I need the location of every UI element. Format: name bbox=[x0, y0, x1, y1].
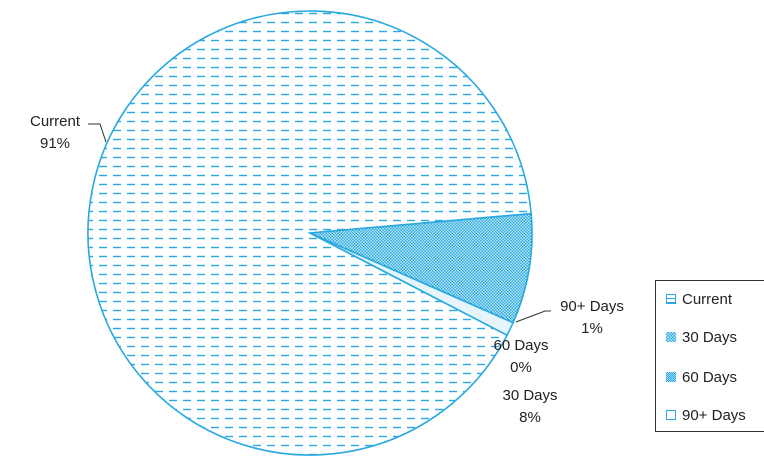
legend-swatch-90-days bbox=[666, 410, 676, 420]
legend-label: 60 Days bbox=[682, 368, 738, 386]
legend-swatch-current bbox=[666, 294, 676, 304]
data-label-30-days: 30 Days 8% bbox=[502, 387, 557, 426]
data-label-current: Current 91% bbox=[30, 113, 81, 152]
leader-line-current bbox=[88, 123, 107, 143]
pie-slice-current bbox=[87, 10, 533, 456]
legend-label: 90+ Days bbox=[682, 406, 746, 424]
legend-item-90-days: 90+ Days bbox=[666, 405, 746, 425]
data-label-60-days: 60 Days 0% bbox=[493, 337, 548, 376]
leader-line-90-days bbox=[515, 310, 551, 323]
legend-item-30-days: 30 Days bbox=[666, 327, 737, 347]
chart-legend: Current 30 Days 60 Days 90+ Days bbox=[655, 280, 764, 432]
pie-slice-30-days bbox=[309, 212, 533, 324]
legend-item-60-days: 60 Days bbox=[666, 367, 737, 387]
data-label-90-days: 90+ Days 1% bbox=[560, 298, 624, 337]
legend-label: 30 Days bbox=[682, 328, 738, 346]
legend-swatch-30-days bbox=[666, 332, 676, 342]
legend-label: Current bbox=[682, 290, 733, 308]
legend-item-current: Current bbox=[666, 289, 732, 309]
legend-swatch-60-days bbox=[666, 372, 676, 382]
